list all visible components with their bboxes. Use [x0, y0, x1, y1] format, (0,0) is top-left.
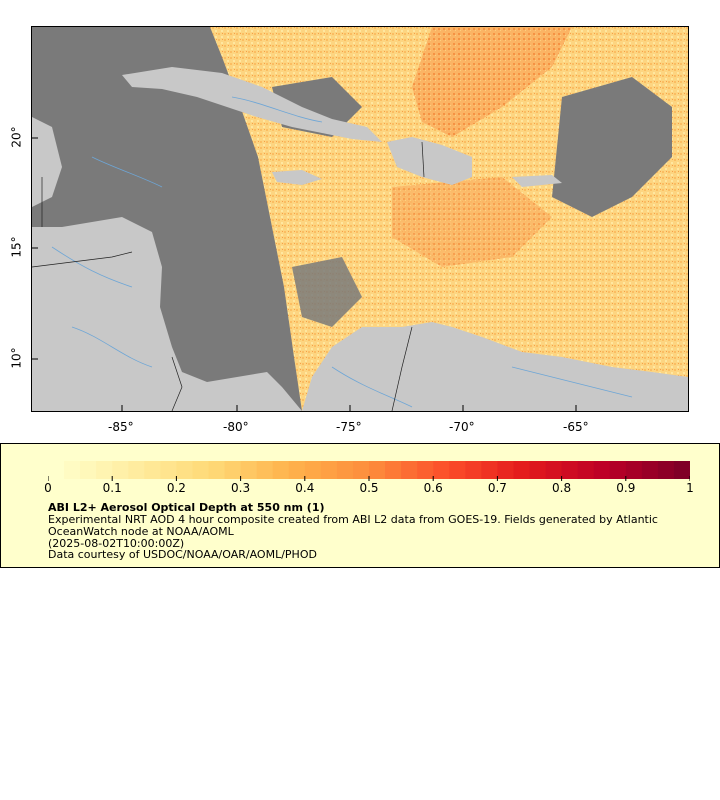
colorbar-tick-label: 0.3 — [231, 481, 251, 495]
x-tick-label: -85° — [108, 420, 134, 434]
colorbar-cell — [320, 461, 338, 479]
legend-description: Experimental NRT AOD 4 hour composite cr… — [48, 513, 658, 538]
colorbar-tick-label: 0.6 — [423, 481, 443, 495]
aod-field-dense — [532, 227, 688, 367]
colorbar-cell — [64, 461, 81, 479]
colorbar-cell — [497, 461, 514, 479]
colorbar-cell — [352, 461, 370, 479]
colorbar-cell — [465, 461, 482, 479]
colorbar-tick-label: 0.5 — [359, 481, 379, 495]
legend-panel: 0 0.1 0.2 0.3 0.4 0.5 0.6 0.7 0.8 0.9 1 ABI L2+ Ae… — [0, 443, 720, 568]
colorbar-tick-label: 0.7 — [487, 481, 507, 495]
ocean-gap — [292, 257, 362, 327]
colorbar-cell — [208, 461, 226, 479]
colorbar-cell — [513, 461, 530, 479]
land-south-america — [302, 322, 688, 411]
land-yucatan — [32, 117, 62, 207]
x-tick-label: -65° — [563, 420, 589, 434]
land-central-america — [32, 217, 302, 411]
y-tick-label: 20° — [9, 126, 24, 148]
colorbar-cell — [657, 461, 675, 479]
y-tick-label: 10° — [9, 347, 24, 369]
colorbar-tick-label: 0.9 — [616, 481, 636, 495]
x-tick-label: -80° — [223, 420, 249, 434]
colorbar-cell — [80, 461, 97, 479]
x-tick-label: -75° — [336, 420, 362, 434]
legend-timestamp: (2025-08-02T10:00:00Z) — [48, 537, 185, 550]
colorbar-cell — [304, 461, 322, 479]
colorbar-cell — [625, 461, 643, 479]
ocean-gap — [552, 77, 672, 217]
colorbar-cell — [561, 461, 579, 479]
rivers — [51, 96, 633, 408]
colorbar — [48, 461, 690, 481]
colorbar-cell — [144, 461, 161, 479]
colorbar-cell — [256, 461, 274, 479]
x-tick-label: -70° — [449, 420, 475, 434]
colorbar-cell — [401, 461, 418, 479]
map-panel — [31, 26, 689, 412]
colorbar-cell — [128, 461, 145, 479]
colorbar-cell — [112, 461, 129, 479]
y-tick-label: 15° — [9, 236, 24, 258]
colorbar-cell — [176, 461, 193, 479]
colorbar-cell — [481, 461, 498, 479]
colorbar-tick-label: 1 — [686, 481, 694, 495]
land-cuba — [122, 67, 382, 142]
colorbar-cell — [272, 461, 290, 479]
colorbar-cell — [48, 461, 65, 479]
colorbar-cell — [433, 461, 450, 479]
colorbar-cell — [240, 461, 258, 479]
colorbar-tick-label: 0.4 — [295, 481, 315, 495]
colorbar-cell — [449, 461, 466, 479]
country-borders — [32, 141, 425, 411]
colorbar-cell — [529, 461, 547, 479]
colorbar-tick-label: 0 — [44, 481, 52, 495]
aod-map — [32, 27, 688, 411]
map-ticks — [32, 137, 577, 411]
colorbar-cell — [160, 461, 177, 479]
colorbar-cell — [673, 461, 690, 479]
colorbar-cell — [545, 461, 563, 479]
colorbar-cell — [96, 461, 113, 479]
land-hispaniola — [387, 137, 472, 185]
legend-credit: Data courtesy of USDOC/NOAA/OAR/AOML/PHO… — [48, 548, 317, 561]
colorbar-cell — [288, 461, 306, 479]
colorbar-tick-label: 0.2 — [166, 481, 186, 495]
colorbar-tick-label: 0.8 — [552, 481, 572, 495]
colorbar-cell — [369, 461, 386, 479]
colorbar-cell — [417, 461, 434, 479]
colorbar-cell — [609, 461, 627, 479]
colorbar-cell — [336, 461, 354, 479]
colorbar-cell — [577, 461, 595, 479]
colorbar-cell — [192, 461, 209, 479]
land-puerto-rico — [512, 175, 562, 187]
aod-field-dense — [392, 177, 552, 267]
colorbar-cell — [385, 461, 402, 479]
land-jamaica — [272, 170, 322, 185]
colorbar-cell — [224, 461, 242, 479]
colorbar-tick-label: 0.1 — [102, 481, 122, 495]
legend-title: ABI L2+ Aerosol Optical Depth at 550 nm … — [48, 501, 325, 514]
aod-field-dense — [412, 27, 572, 137]
colorbar-cell — [641, 461, 659, 479]
colorbar-cell — [593, 461, 611, 479]
